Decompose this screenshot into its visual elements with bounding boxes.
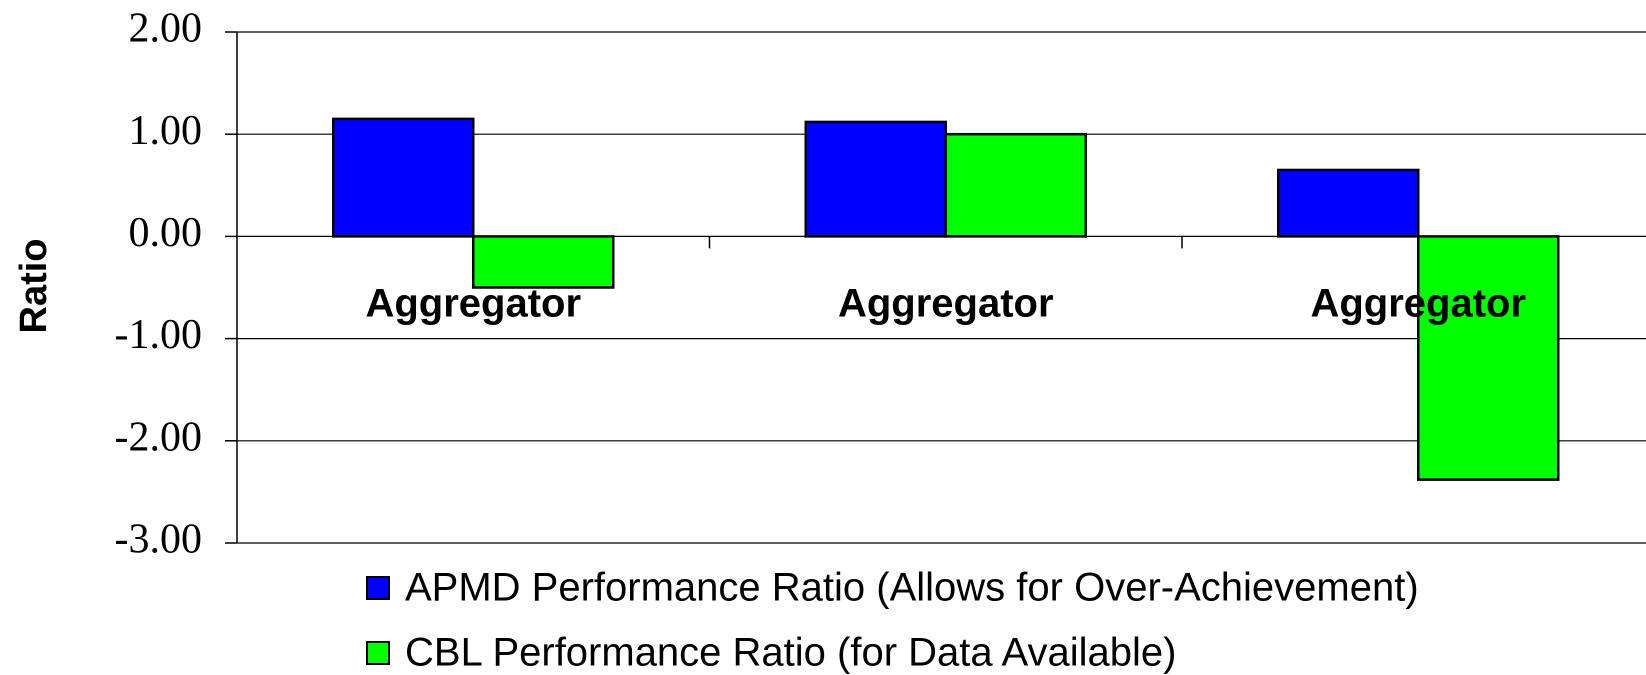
y-tick-label: -1.00 bbox=[115, 312, 203, 358]
y-tick-label: 2.00 bbox=[129, 6, 203, 52]
y-tick-label: -3.00 bbox=[115, 517, 203, 563]
y-tick-label: 0.00 bbox=[129, 210, 203, 256]
bar bbox=[804, 120, 947, 238]
bar bbox=[944, 132, 1087, 238]
bar bbox=[472, 235, 615, 289]
bar bbox=[1417, 235, 1560, 481]
bar bbox=[332, 117, 475, 238]
y-tick-label: -2.00 bbox=[115, 414, 203, 460]
x-tick-label: Aggregator bbox=[1310, 282, 1526, 326]
legend-label: CBL Performance Ratio (for Data Availabl… bbox=[405, 631, 1176, 675]
x-tick-label: Aggregator bbox=[838, 282, 1054, 326]
x-tick-label: Aggregator bbox=[365, 282, 581, 326]
bar bbox=[1277, 168, 1420, 238]
legend-swatch bbox=[366, 641, 390, 665]
legend-swatch bbox=[366, 576, 390, 600]
y-axis-label: Ratio bbox=[13, 239, 55, 334]
y-tick-label: 1.00 bbox=[129, 108, 203, 154]
legend-label: APMD Performance Ratio (Allows for Over-… bbox=[405, 566, 1419, 610]
